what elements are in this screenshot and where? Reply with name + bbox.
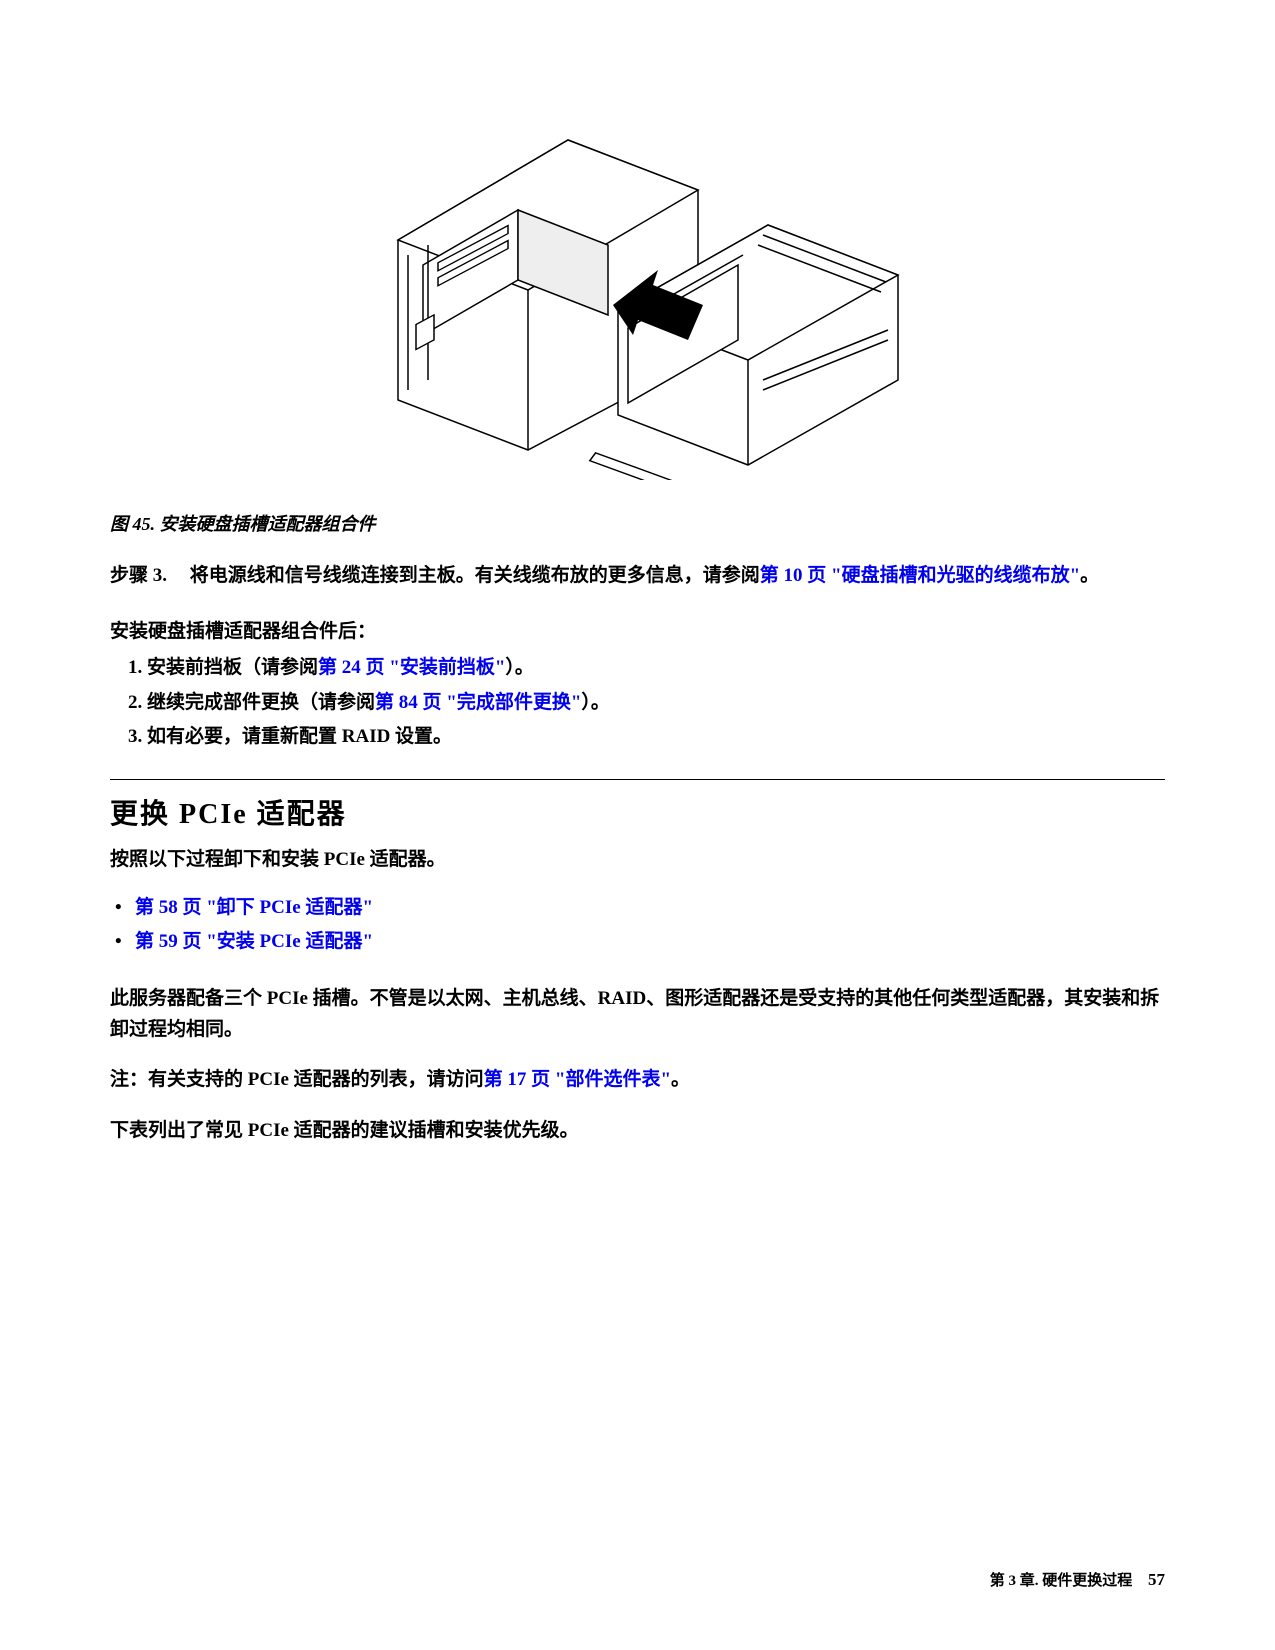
- item-after: ）。: [581, 692, 610, 713]
- note-before: 注：有关支持的 PCIe 适配器的列表，请访问: [110, 1069, 484, 1090]
- step-text-before: 将电源线和信号线缆连接到主板。有关线缆布放的更多信息，请参阅: [190, 565, 760, 586]
- item-before: 继续完成部件更换（请参阅: [142, 692, 375, 713]
- body-paragraph: 此服务器配备三个 PCIe 插槽。不管是以太网、主机总线、RAID、图形适配器还…: [110, 984, 1165, 1045]
- list-item: 1. 安装前挡板（请参阅第 24 页 "安装前挡板"）。: [128, 651, 1165, 685]
- cable-routing-link[interactable]: 第 10 页 "硬盘插槽和光驱的线缆布放": [760, 565, 1080, 586]
- item-num: 2.: [128, 692, 142, 713]
- adapter-installation-diagram: [368, 80, 908, 480]
- install-pcie-link[interactable]: 第 59 页 "安装 PCIe 适配器": [135, 931, 373, 952]
- bullet-item: 第 59 页 "安装 PCIe 适配器": [110, 925, 1165, 959]
- section-divider: [110, 779, 1165, 780]
- note-after: 。: [671, 1069, 690, 1090]
- parts-list-link[interactable]: 第 17 页 "部件选件表": [484, 1069, 671, 1090]
- bullet-list: 第 58 页 "卸下 PCIe 适配器" 第 59 页 "安装 PCIe 适配器…: [110, 891, 1165, 959]
- section-heading: 更换 PCIe 适配器: [110, 792, 1165, 832]
- section-intro: 按照以下过程卸下和安装 PCIe 适配器。: [110, 844, 1165, 871]
- item-before: 安装前挡板（请参阅: [142, 657, 318, 678]
- item-after: ）。: [505, 657, 534, 678]
- step-text-after: 。: [1080, 565, 1099, 586]
- item-num: 3.: [128, 726, 142, 747]
- page-footer: 第 3 章. 硬件更换过程 57: [990, 1569, 1165, 1590]
- note-paragraph: 注：有关支持的 PCIe 适配器的列表，请访问第 17 页 "部件选件表"。: [110, 1065, 1165, 1095]
- after-install-heading: 安装硬盘插槽适配器组合件后：: [110, 616, 1165, 643]
- complete-replacement-link[interactable]: 第 84 页 "完成部件更换": [375, 692, 581, 713]
- remove-pcie-link[interactable]: 第 58 页 "卸下 PCIe 适配器": [135, 897, 373, 918]
- bullet-item: 第 58 页 "卸下 PCIe 适配器": [110, 891, 1165, 925]
- step-3: 步骤 3. 将电源线和信号线缆连接到主板。有关线缆布放的更多信息，请参阅第 10…: [110, 561, 1165, 591]
- numbered-list: 1. 安装前挡板（请参阅第 24 页 "安装前挡板"）。 2. 继续完成部件更换…: [110, 651, 1165, 754]
- list-item: 2. 继续完成部件更换（请参阅第 84 页 "完成部件更换"）。: [128, 686, 1165, 720]
- page-number: 57: [1148, 1570, 1165, 1589]
- list-item: 3. 如有必要，请重新配置 RAID 设置。: [128, 720, 1165, 754]
- install-bezel-link[interactable]: 第 24 页 "安装前挡板": [318, 657, 505, 678]
- chapter-label: 第 3 章. 硬件更换过程: [990, 1573, 1133, 1589]
- item-num: 1.: [128, 657, 142, 678]
- item-before: 如有必要，请重新配置 RAID 设置。: [142, 726, 452, 747]
- step-label: 步骤 3.: [110, 561, 185, 591]
- body-paragraph: 下表列出了常见 PCIe 适配器的建议插槽和安装优先级。: [110, 1116, 1165, 1146]
- figure-container: [110, 80, 1165, 485]
- step-content: 将电源线和信号线缆连接到主板。有关线缆布放的更多信息，请参阅第 10 页 "硬盘…: [190, 561, 1165, 591]
- figure-caption: 图 45. 安装硬盘插槽适配器组合件: [110, 510, 1165, 536]
